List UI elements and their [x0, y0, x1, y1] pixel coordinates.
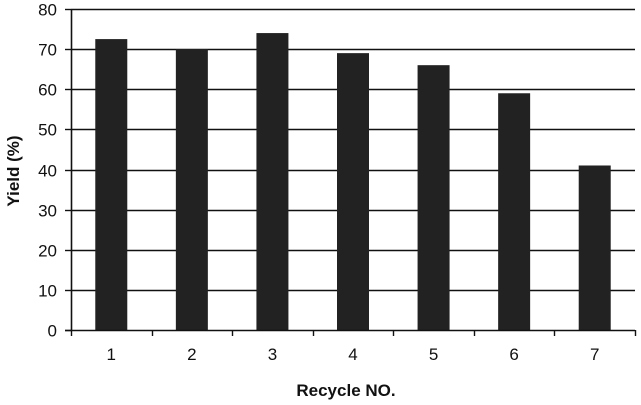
y-tick-label-0: 0	[48, 322, 57, 341]
x-tick-label-7: 7	[590, 345, 599, 364]
bar-4	[337, 53, 369, 330]
bar-1	[95, 39, 128, 330]
y-tick-label-70: 70	[38, 41, 57, 60]
x-tick-labels: 1 2 3 4 5 6 7	[107, 345, 600, 364]
x-tick-label-5: 5	[429, 345, 438, 364]
y-tick-labels: 0 10 20 30 40 50 60 70 80	[38, 1, 57, 341]
y-axis-title: Yield (%)	[4, 135, 23, 206]
y-tick-label-80: 80	[38, 1, 57, 20]
y-tick-label-40: 40	[38, 162, 57, 181]
x-tick-label-1: 1	[107, 345, 116, 364]
y-tick-label-30: 30	[38, 202, 57, 221]
y-tick-label-10: 10	[38, 282, 57, 301]
bars	[95, 33, 611, 331]
x-tick-label-2: 2	[187, 345, 196, 364]
x-axis-title: Recycle NO.	[296, 381, 395, 400]
x-tick-label-3: 3	[268, 345, 277, 364]
x-tick-label-4: 4	[348, 345, 357, 364]
y-tick-label-50: 50	[38, 121, 57, 140]
bar-5	[417, 65, 450, 331]
bar-7	[578, 165, 611, 330]
y-tick-label-20: 20	[38, 242, 57, 261]
axes	[65, 8, 637, 336]
bar-2	[175, 49, 208, 330]
bar-6	[498, 93, 531, 330]
bar-3	[256, 33, 289, 330]
y-tick-label-60: 60	[38, 81, 57, 100]
x-tick-label-6: 6	[509, 345, 518, 364]
